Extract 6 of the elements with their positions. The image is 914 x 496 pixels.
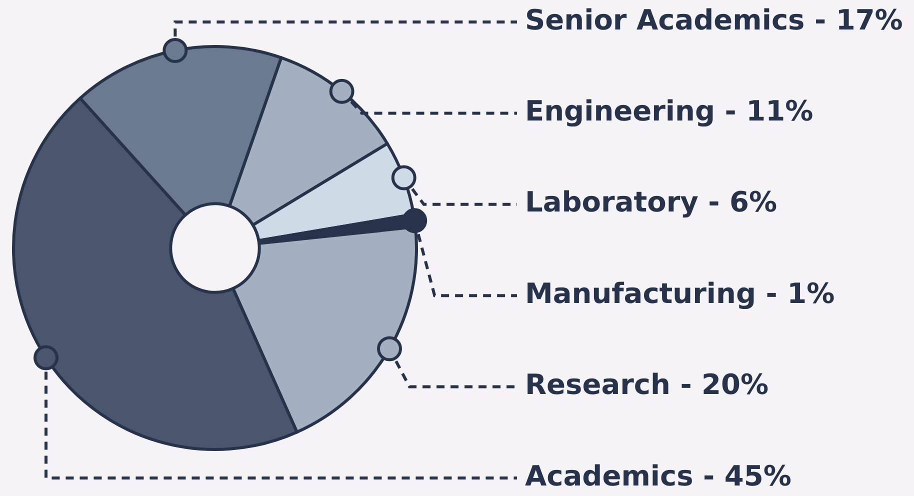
slice-label: Senior Academics - 17%	[525, 3, 903, 36]
slice-label: Engineering - 11%	[525, 94, 814, 128]
slice-label: Laboratory - 6%	[525, 186, 778, 219]
slice-label: Academics - 45%	[525, 459, 792, 492]
slice-label: Research - 20%	[525, 368, 769, 402]
slice-label: Manufacturing - 1%	[525, 276, 835, 310]
